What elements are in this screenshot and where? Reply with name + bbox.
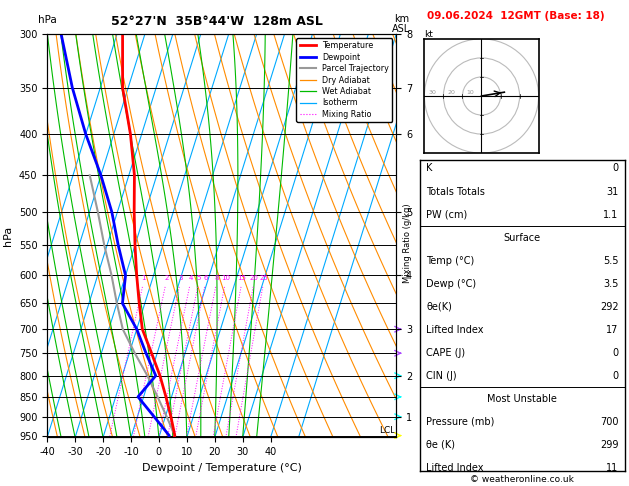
Text: 10: 10 [221,275,230,281]
Text: kt: kt [425,30,433,39]
Y-axis label: hPa: hPa [3,226,13,246]
Text: 52°27'N  35B°44'W  128m ASL: 52°27'N 35B°44'W 128m ASL [111,15,323,28]
Text: CIN (J): CIN (J) [426,371,457,381]
Text: 700: 700 [600,417,618,427]
Text: 292: 292 [600,302,618,312]
Text: 09.06.2024  12GMT (Base: 18): 09.06.2024 12GMT (Base: 18) [427,11,604,21]
Text: 20: 20 [447,90,455,95]
Text: 5.5: 5.5 [603,256,618,265]
Text: Totals Totals: Totals Totals [426,187,485,196]
Text: 31: 31 [606,187,618,196]
Text: PW (cm): PW (cm) [426,209,467,220]
Legend: Temperature, Dewpoint, Parcel Trajectory, Dry Adiabat, Wet Adiabat, Isotherm, Mi: Temperature, Dewpoint, Parcel Trajectory… [296,38,392,122]
Text: 2: 2 [164,275,169,281]
Text: LCL: LCL [379,426,396,435]
Text: Temp (°C): Temp (°C) [426,256,474,265]
Text: CAPE (J): CAPE (J) [426,347,465,358]
Text: Lifted Index: Lifted Index [426,463,484,473]
Text: 30: 30 [428,90,436,95]
Text: 3.5: 3.5 [603,278,618,289]
Text: 1: 1 [142,275,146,281]
Text: Pressure (mb): Pressure (mb) [426,417,494,427]
Text: ASL: ASL [392,24,411,34]
Text: K: K [426,163,433,174]
Text: Dewp (°C): Dewp (°C) [426,278,476,289]
Text: km: km [394,14,409,24]
Text: © weatheronline.co.uk: © weatheronline.co.uk [470,474,574,484]
Text: 20: 20 [250,275,259,281]
Text: Most Unstable: Most Unstable [487,394,557,404]
Text: 0: 0 [613,347,618,358]
Text: 15: 15 [238,275,247,281]
Text: 11: 11 [606,463,618,473]
Text: θe(K): θe(K) [426,302,452,312]
Text: Mixing Ratio (g/kg): Mixing Ratio (g/kg) [403,203,412,283]
Text: 8: 8 [214,275,219,281]
Text: 5: 5 [197,275,201,281]
Text: 299: 299 [600,440,618,450]
Text: Surface: Surface [504,232,541,243]
Text: hPa: hPa [38,15,57,25]
Text: 4: 4 [189,275,193,281]
Text: 0: 0 [613,371,618,381]
Text: 10: 10 [466,90,474,95]
Text: 3: 3 [178,275,182,281]
Text: 25: 25 [259,275,268,281]
Text: 0: 0 [613,163,618,174]
Text: θe (K): θe (K) [426,440,455,450]
Text: Lifted Index: Lifted Index [426,325,484,334]
Text: 17: 17 [606,325,618,334]
Text: 1.1: 1.1 [603,209,618,220]
X-axis label: Dewpoint / Temperature (°C): Dewpoint / Temperature (°C) [142,463,302,473]
Text: 6: 6 [203,275,208,281]
